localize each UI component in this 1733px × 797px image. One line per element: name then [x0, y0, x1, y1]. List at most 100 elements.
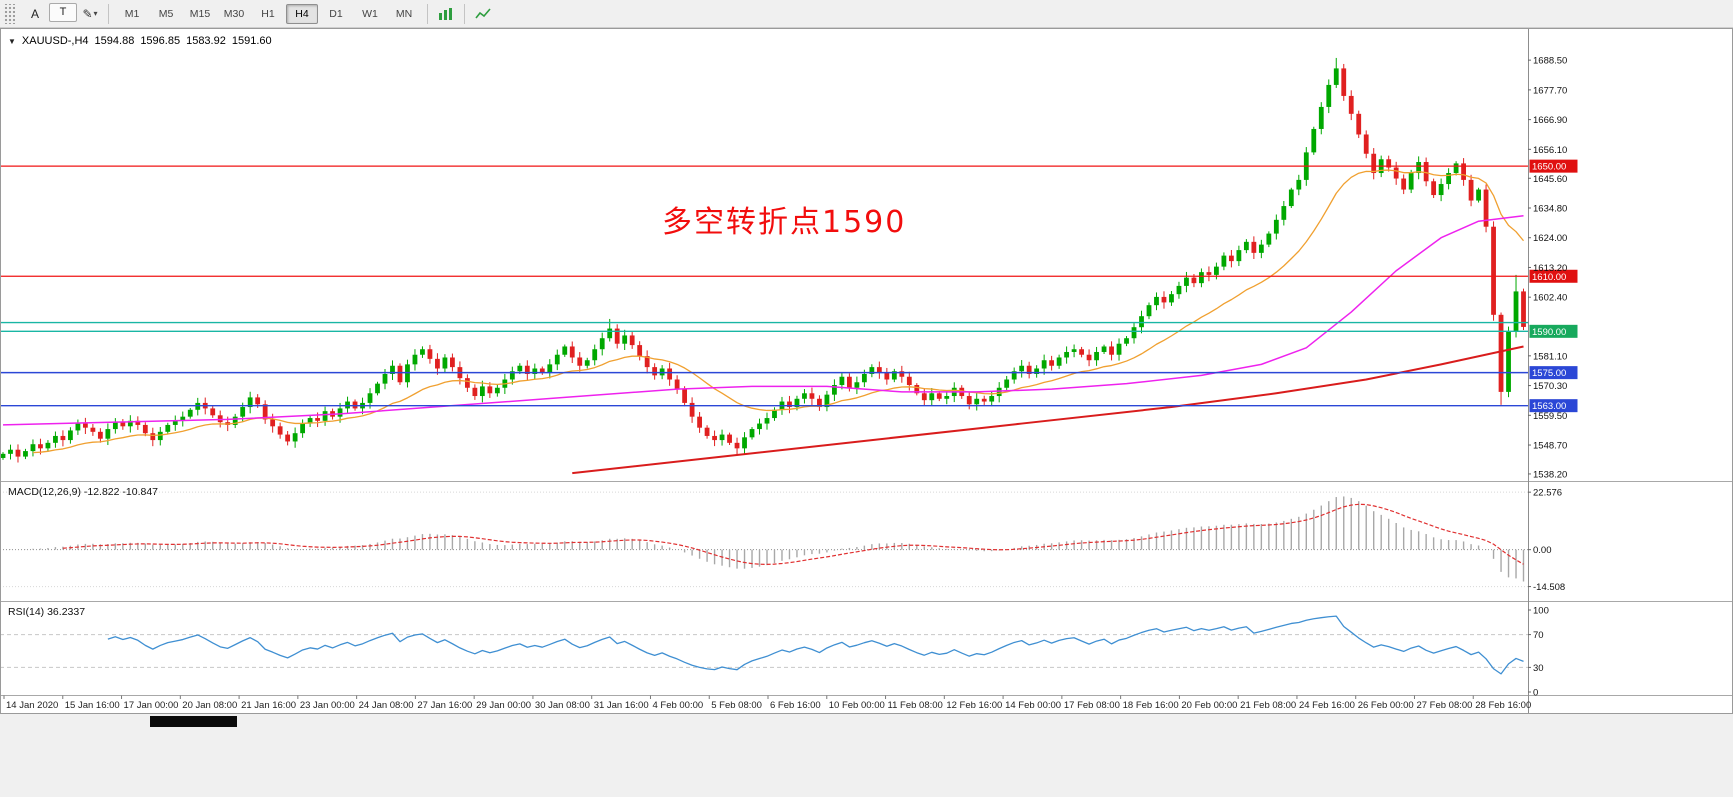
time-axis-label: 14 Feb 00:00: [1005, 700, 1061, 711]
chart-plot-area[interactable]: 22.576 0.00 -14.508 100 70 30 0 1650.00 1610.0…: [0, 28, 1733, 797]
candle: [1296, 174, 1302, 196]
time-axis-label: 17 Feb 08:00: [1064, 700, 1120, 711]
macd-axis-label: 0.00: [1533, 545, 1552, 556]
candle: [1468, 174, 1474, 207]
candle: [97, 428, 103, 443]
candle: [292, 427, 298, 448]
candle: [1431, 178, 1437, 199]
price-tag: 1650.00: [1529, 159, 1578, 173]
candle: [165, 422, 171, 435]
time-axis[interactable]: 14 Jan 2020 15 Jan 16:00 17 Jan 00:00 20 Ja…: [3, 695, 1531, 712]
candle: [921, 388, 927, 406]
price-axis-label: 1570.30: [1533, 381, 1567, 392]
timeframe-button-m1[interactable]: M1: [124, 7, 140, 20]
candle: [539, 366, 545, 375]
candle: [1004, 375, 1010, 392]
candle: [1491, 221, 1496, 321]
candle: [1169, 291, 1174, 306]
time-axis-label: 5 Feb 08:00: [711, 700, 762, 711]
candle: [60, 430, 66, 447]
time-axis-label: 4 Feb 00:00: [652, 700, 703, 711]
time-axis-label: 23 Jan 00:00: [300, 700, 355, 711]
candle: [300, 419, 306, 438]
candle: [82, 417, 88, 435]
toolbar-grip-icon[interactable]: [3, 3, 15, 24]
candle: [509, 366, 515, 385]
candle: [1326, 79, 1332, 114]
price-tag: 1610.00: [1529, 269, 1578, 283]
timeframe-button-h1[interactable]: H1: [261, 7, 275, 20]
candle: [1341, 63, 1347, 101]
price-tag-label: 1563.00: [1532, 401, 1566, 412]
candle: [45, 440, 51, 452]
candle: [53, 431, 58, 448]
candle: [742, 432, 747, 455]
candle: [1356, 110, 1362, 139]
candle: [1041, 354, 1047, 375]
candle: [472, 384, 478, 400]
timeframe-button-mn[interactable]: MN: [395, 7, 413, 20]
close-value: 1591.60: [231, 35, 272, 47]
candle: [1498, 312, 1504, 405]
timeframe-button-m15[interactable]: M15: [189, 7, 211, 20]
time-axis-label: 12 Feb 16:00: [946, 700, 1002, 711]
candle: [697, 412, 702, 433]
candle: [1124, 336, 1129, 347]
timeframe-button-m5[interactable]: M5: [158, 7, 174, 20]
candle: [1266, 231, 1272, 248]
candle: [891, 368, 897, 383]
candle: [1386, 155, 1392, 172]
candle: [629, 332, 635, 349]
candle: [974, 393, 980, 411]
candle: [584, 357, 590, 369]
timeframe-button-h4[interactable]: H4: [286, 3, 318, 24]
time-axis-label: 15 Jan 16:00: [65, 700, 120, 711]
candle: [936, 391, 942, 402]
tool-button-t[interactable]: T: [49, 2, 77, 22]
candle: [1333, 57, 1339, 88]
candle: [644, 350, 650, 374]
candle: [172, 415, 178, 431]
candle: [1476, 187, 1481, 203]
timeframe-button-d1[interactable]: D1: [329, 7, 343, 20]
candle: [1371, 148, 1377, 180]
candle: [187, 407, 193, 419]
candle: [614, 324, 620, 349]
rsi-pane: 100 70 30 0: [0, 606, 1549, 699]
chart-text-annotation[interactable]: 多空转折点1590: [662, 205, 907, 240]
candle: [622, 329, 628, 351]
candle: [1094, 346, 1099, 366]
time-axis-label: 11 Feb 08:00: [888, 700, 943, 711]
candle: [247, 391, 253, 414]
candle: [944, 391, 950, 405]
bar-chart-icon[interactable]: [435, 4, 457, 24]
timeframe-buttons: M1 M5 M15 M30 H1 H4 D1 W1 MN: [116, 3, 420, 24]
time-axis-label: 21 Feb 08:00: [1240, 700, 1296, 711]
candle: [0, 452, 6, 460]
candle: [494, 384, 500, 397]
shapes-dropdown-button[interactable]: ✎ ▾: [79, 4, 101, 24]
candle: [689, 397, 695, 423]
tool-button-a[interactable]: A: [30, 6, 39, 21]
candle: [1348, 90, 1354, 121]
collapse-triangle-icon[interactable]: ▼: [8, 36, 16, 46]
candle: [637, 341, 643, 361]
price-axis[interactable]: 1688.50 1677.70 1666.90 1656.10 1645.60 1634.…: [1528, 56, 1567, 481]
line-chart-icon[interactable]: [472, 4, 494, 24]
candle: [23, 448, 28, 460]
timeframe-button-m30[interactable]: M30: [223, 7, 245, 20]
candle: [285, 431, 291, 446]
candle: [262, 400, 268, 424]
candle: [764, 412, 770, 430]
candle: [914, 383, 920, 396]
time-axis-label: 29 Jan 00:00: [476, 700, 531, 711]
candle: [532, 363, 538, 380]
candle: [787, 395, 792, 414]
candle: [1461, 158, 1466, 186]
candle: [1446, 168, 1452, 190]
timeframe-button-w1[interactable]: W1: [362, 7, 378, 20]
candle: [487, 382, 493, 398]
candle: [1034, 365, 1040, 378]
